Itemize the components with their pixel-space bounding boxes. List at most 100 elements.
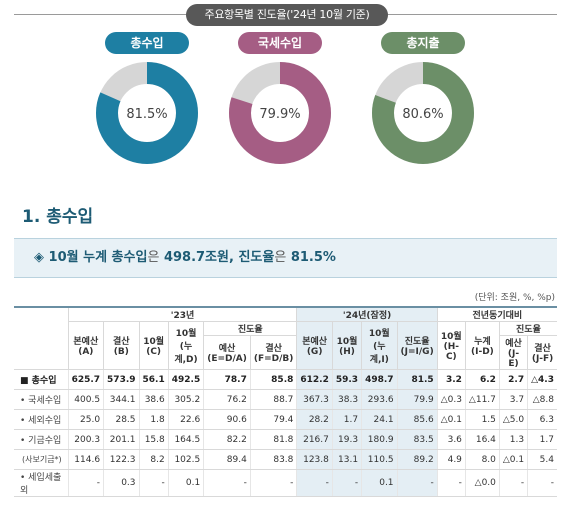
summary-part3: 498.7조원, 진도율 (163, 250, 275, 265)
table-cell: - (527, 469, 557, 497)
col-header: 10월 (H) (331, 321, 362, 370)
table-cell: 0.1 (361, 469, 398, 497)
table-cell: 13.1 (331, 449, 362, 470)
table-row: (사보기금*) 114.6 122.3 8.2 102.5 89.4 83.8 123.8 13… (14, 449, 557, 470)
table-cell: 89.2 (396, 449, 438, 470)
table-cell: 4.9 (436, 449, 466, 470)
table-cell: 305.2 (167, 389, 204, 410)
table-cell: 1.7 (331, 409, 362, 430)
row-label: (사보기금*) (14, 449, 69, 470)
table-cell: 123.8 (296, 449, 333, 470)
table-cell: - (138, 469, 169, 497)
summary-part2: 은 (147, 250, 160, 265)
row-header-blank (14, 306, 69, 370)
table-cell: 2.7 (498, 369, 528, 390)
donut-ring: 80.6% (372, 62, 474, 164)
table-cell: 114.6 (67, 449, 104, 470)
donut-ring: 81.5% (96, 62, 198, 164)
summary-part4: 은 (274, 250, 287, 265)
table-cell: 8.2 (138, 449, 169, 470)
table-cell: 85.8 (249, 369, 297, 390)
row-label: • 세외수입 (14, 409, 69, 430)
table-cell: 1.8 (138, 409, 169, 430)
table-cell: 24.1 (361, 409, 398, 430)
donut-chart: 총지출 80.6% (362, 32, 484, 166)
table-cell: 102.5 (167, 449, 204, 470)
table-cell: 59.3 (331, 369, 362, 390)
donut-chart: 총수입 81.5% (86, 32, 208, 166)
table-cell: 625.7 (67, 369, 104, 390)
col-header: 10월 (H-C) (436, 321, 466, 370)
table-cell: 3.2 (436, 369, 466, 390)
table-cell: 180.9 (361, 429, 398, 450)
group-header-yoy: 전년동기대비 (436, 306, 557, 322)
table-cell: 83.5 (396, 429, 438, 450)
table-cell: 78.7 (203, 369, 251, 390)
donut-chart: 국세수입 79.9% (219, 32, 341, 166)
table-cell: △5.0 (498, 409, 528, 430)
table-cell: 344.1 (103, 389, 140, 410)
col-header: 결산 (B) (103, 321, 140, 370)
table-cell: 6.2 (464, 369, 500, 390)
page-title: 주요항목별 진도율('24년 10월 기준) (186, 4, 388, 26)
table-cell: 6.3 (527, 409, 557, 430)
table-cell: 15.8 (138, 429, 169, 450)
table-cell: 5.4 (527, 449, 557, 470)
donut-fill (229, 62, 331, 164)
table-cell: △0.1 (436, 409, 466, 430)
table-cell: 56.1 (138, 369, 169, 390)
donut-value: 81.5% (126, 107, 167, 122)
col-header: 진도율 (J=I/G) (396, 321, 438, 370)
table-cell: 81.8 (249, 429, 297, 450)
table-cell: 76.2 (203, 389, 251, 410)
table-cell: 19.3 (331, 429, 362, 450)
table-cell: 88.7 (249, 389, 297, 410)
table-cell: 200.3 (67, 429, 104, 450)
table-row: • 국세수입 400.5 344.1 38.6 305.2 76.2 88.7 367.3 38… (14, 389, 557, 410)
row-label: ■ 총수입 (14, 369, 69, 390)
section-title: 1. 총수입 (22, 207, 94, 227)
row-label: • 기금수입 (14, 429, 69, 450)
donut-label: 총수입 (105, 32, 189, 54)
col-header: 10월 (C) (138, 321, 169, 370)
table-cell: 498.7 (361, 369, 398, 390)
diamond-icon: ◈ (34, 250, 44, 265)
col-header: 예산 (J-E) (498, 335, 528, 370)
table-cell: 1.3 (498, 429, 528, 450)
donut-value: 79.9% (259, 107, 300, 122)
col-header: 예산 (E=D/A) (203, 335, 251, 370)
table-cell: 28.5 (103, 409, 140, 430)
table-cell: 38.3 (331, 389, 362, 410)
group-header-23: '23년 (67, 306, 297, 322)
table-cell: △4.3 (527, 369, 557, 390)
table-cell: 3.6 (436, 429, 466, 450)
summary-part5: 81.5% (290, 250, 336, 265)
donut-fill (372, 62, 474, 164)
donut-fill (96, 62, 198, 164)
table-row: ■ 총수입 625.7 573.9 56.1 492.5 78.7 85.8 612.2 59.… (14, 369, 557, 390)
table-cell: - (249, 469, 297, 497)
revenue-table: '23년 '24년(잠정) 전년동기대비 본예산 (A) 결산 (B) 10월 (C)… (14, 306, 557, 497)
col-header: 본예산 (G) (296, 321, 333, 370)
table-cell: - (396, 469, 438, 497)
table-cell: △11.7 (464, 389, 500, 410)
table-cell: 1.5 (464, 409, 500, 430)
table-cell: - (331, 469, 362, 497)
table-cell: 201.1 (103, 429, 140, 450)
table-cell: 573.9 (103, 369, 140, 390)
table-cell: 122.3 (103, 449, 140, 470)
col-header: 결산 (J-F) (527, 335, 557, 370)
progress-header: 진도율 (203, 321, 297, 336)
table-cell: 110.5 (361, 449, 398, 470)
table-cell: 79.9 (396, 389, 438, 410)
donut-ring: 79.9% (229, 62, 331, 164)
table-cell: 25.0 (67, 409, 104, 430)
table-cell: 22.6 (167, 409, 204, 430)
table-cell: 8.0 (464, 449, 500, 470)
table-cell: 28.2 (296, 409, 333, 430)
table-row: • 세입세출 외 -0.3-0.1- - - -0.1- - △0.0- - (14, 469, 557, 497)
table-cell: - (67, 469, 104, 497)
summary-part1: 10월 누계 총수입 (48, 250, 148, 265)
donut-label: 총지출 (381, 32, 465, 54)
table-cell: 492.5 (167, 369, 204, 390)
